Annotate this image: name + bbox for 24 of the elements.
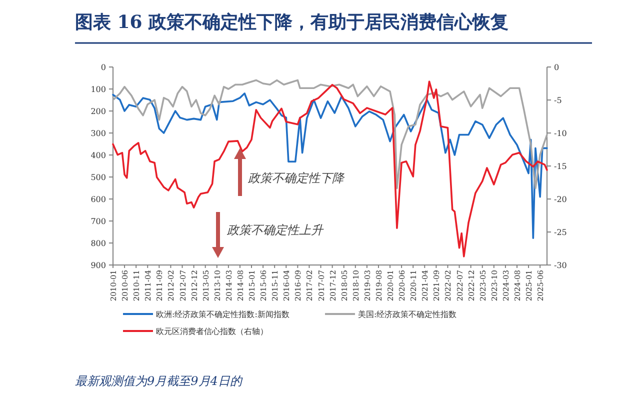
- y-tick-label: 100: [90, 85, 106, 94]
- y2-tick-label: -25: [554, 228, 567, 237]
- y-tick-label: 300: [90, 129, 106, 138]
- y2-tick-label: -20: [554, 195, 567, 204]
- y2-tick-label: -5: [554, 96, 562, 105]
- y-tick-label: 900: [90, 261, 106, 270]
- y-tick-label: 200: [90, 107, 106, 116]
- text: 最新观测值为9月截至9月4日的: [75, 374, 243, 388]
- y-tick-label: 400: [90, 151, 106, 160]
- y-tick-label: 500: [90, 173, 106, 182]
- chart-title: 图表 16 政策不确定性下降，有助于居民消费信心恢复: [75, 12, 509, 33]
- legend-label: 欧洲:经济政策不确定性指数:新闻指数: [156, 310, 290, 319]
- legend-label: 美国:经济政策不确定性指数: [358, 310, 457, 319]
- y2-tick-label: -30: [554, 261, 567, 270]
- annotation: 政策不确定性上升: [227, 223, 324, 237]
- y2-tick-label: 0: [554, 63, 560, 72]
- legend-label: 欧元区消费者信心指数（右轴）: [156, 327, 268, 336]
- y-tick-label: 600: [90, 195, 106, 204]
- y-tick-label: 800: [90, 239, 106, 248]
- annotation: 政策不确定性下降: [248, 171, 345, 185]
- y-tick-label: 0: [100, 63, 106, 72]
- y-tick-label: 700: [90, 217, 106, 226]
- y2-tick-label: -10: [554, 129, 567, 138]
- y2-tick-label: -15: [554, 162, 567, 171]
